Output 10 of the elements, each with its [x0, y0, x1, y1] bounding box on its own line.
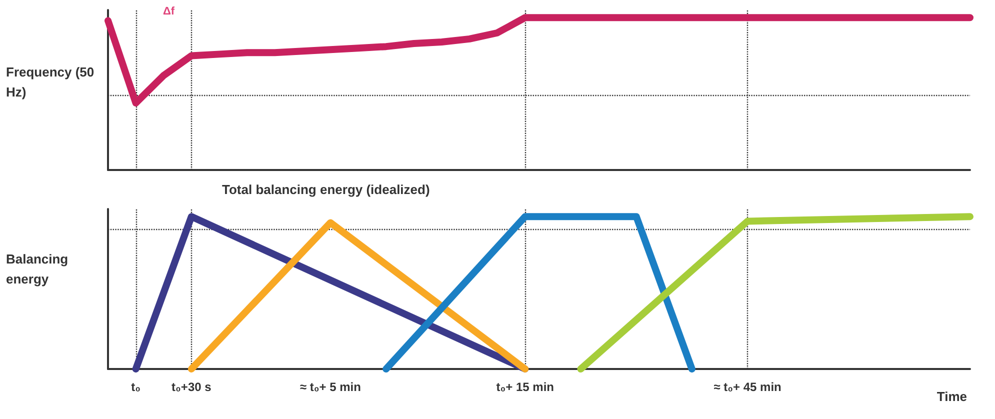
x-tick-label: ≈ t₀+ 45 min	[714, 380, 782, 394]
x-axis-title: Time	[936, 389, 968, 404]
text: Δf	[163, 6, 175, 18]
x-tick-label: t₀	[131, 380, 141, 394]
x-tick-label: ≈ t₀+ 5 min	[300, 380, 361, 394]
y-axis-title: Balancing energy	[6, 252, 72, 286]
text: Total balancing energy (idealized)	[222, 182, 430, 197]
x-tick-label: t₀+30 s	[172, 380, 212, 394]
x-tick-label: t₀+ 15 min	[496, 380, 554, 394]
y-axis-title: Frequency (50 Hz)	[6, 64, 98, 100]
